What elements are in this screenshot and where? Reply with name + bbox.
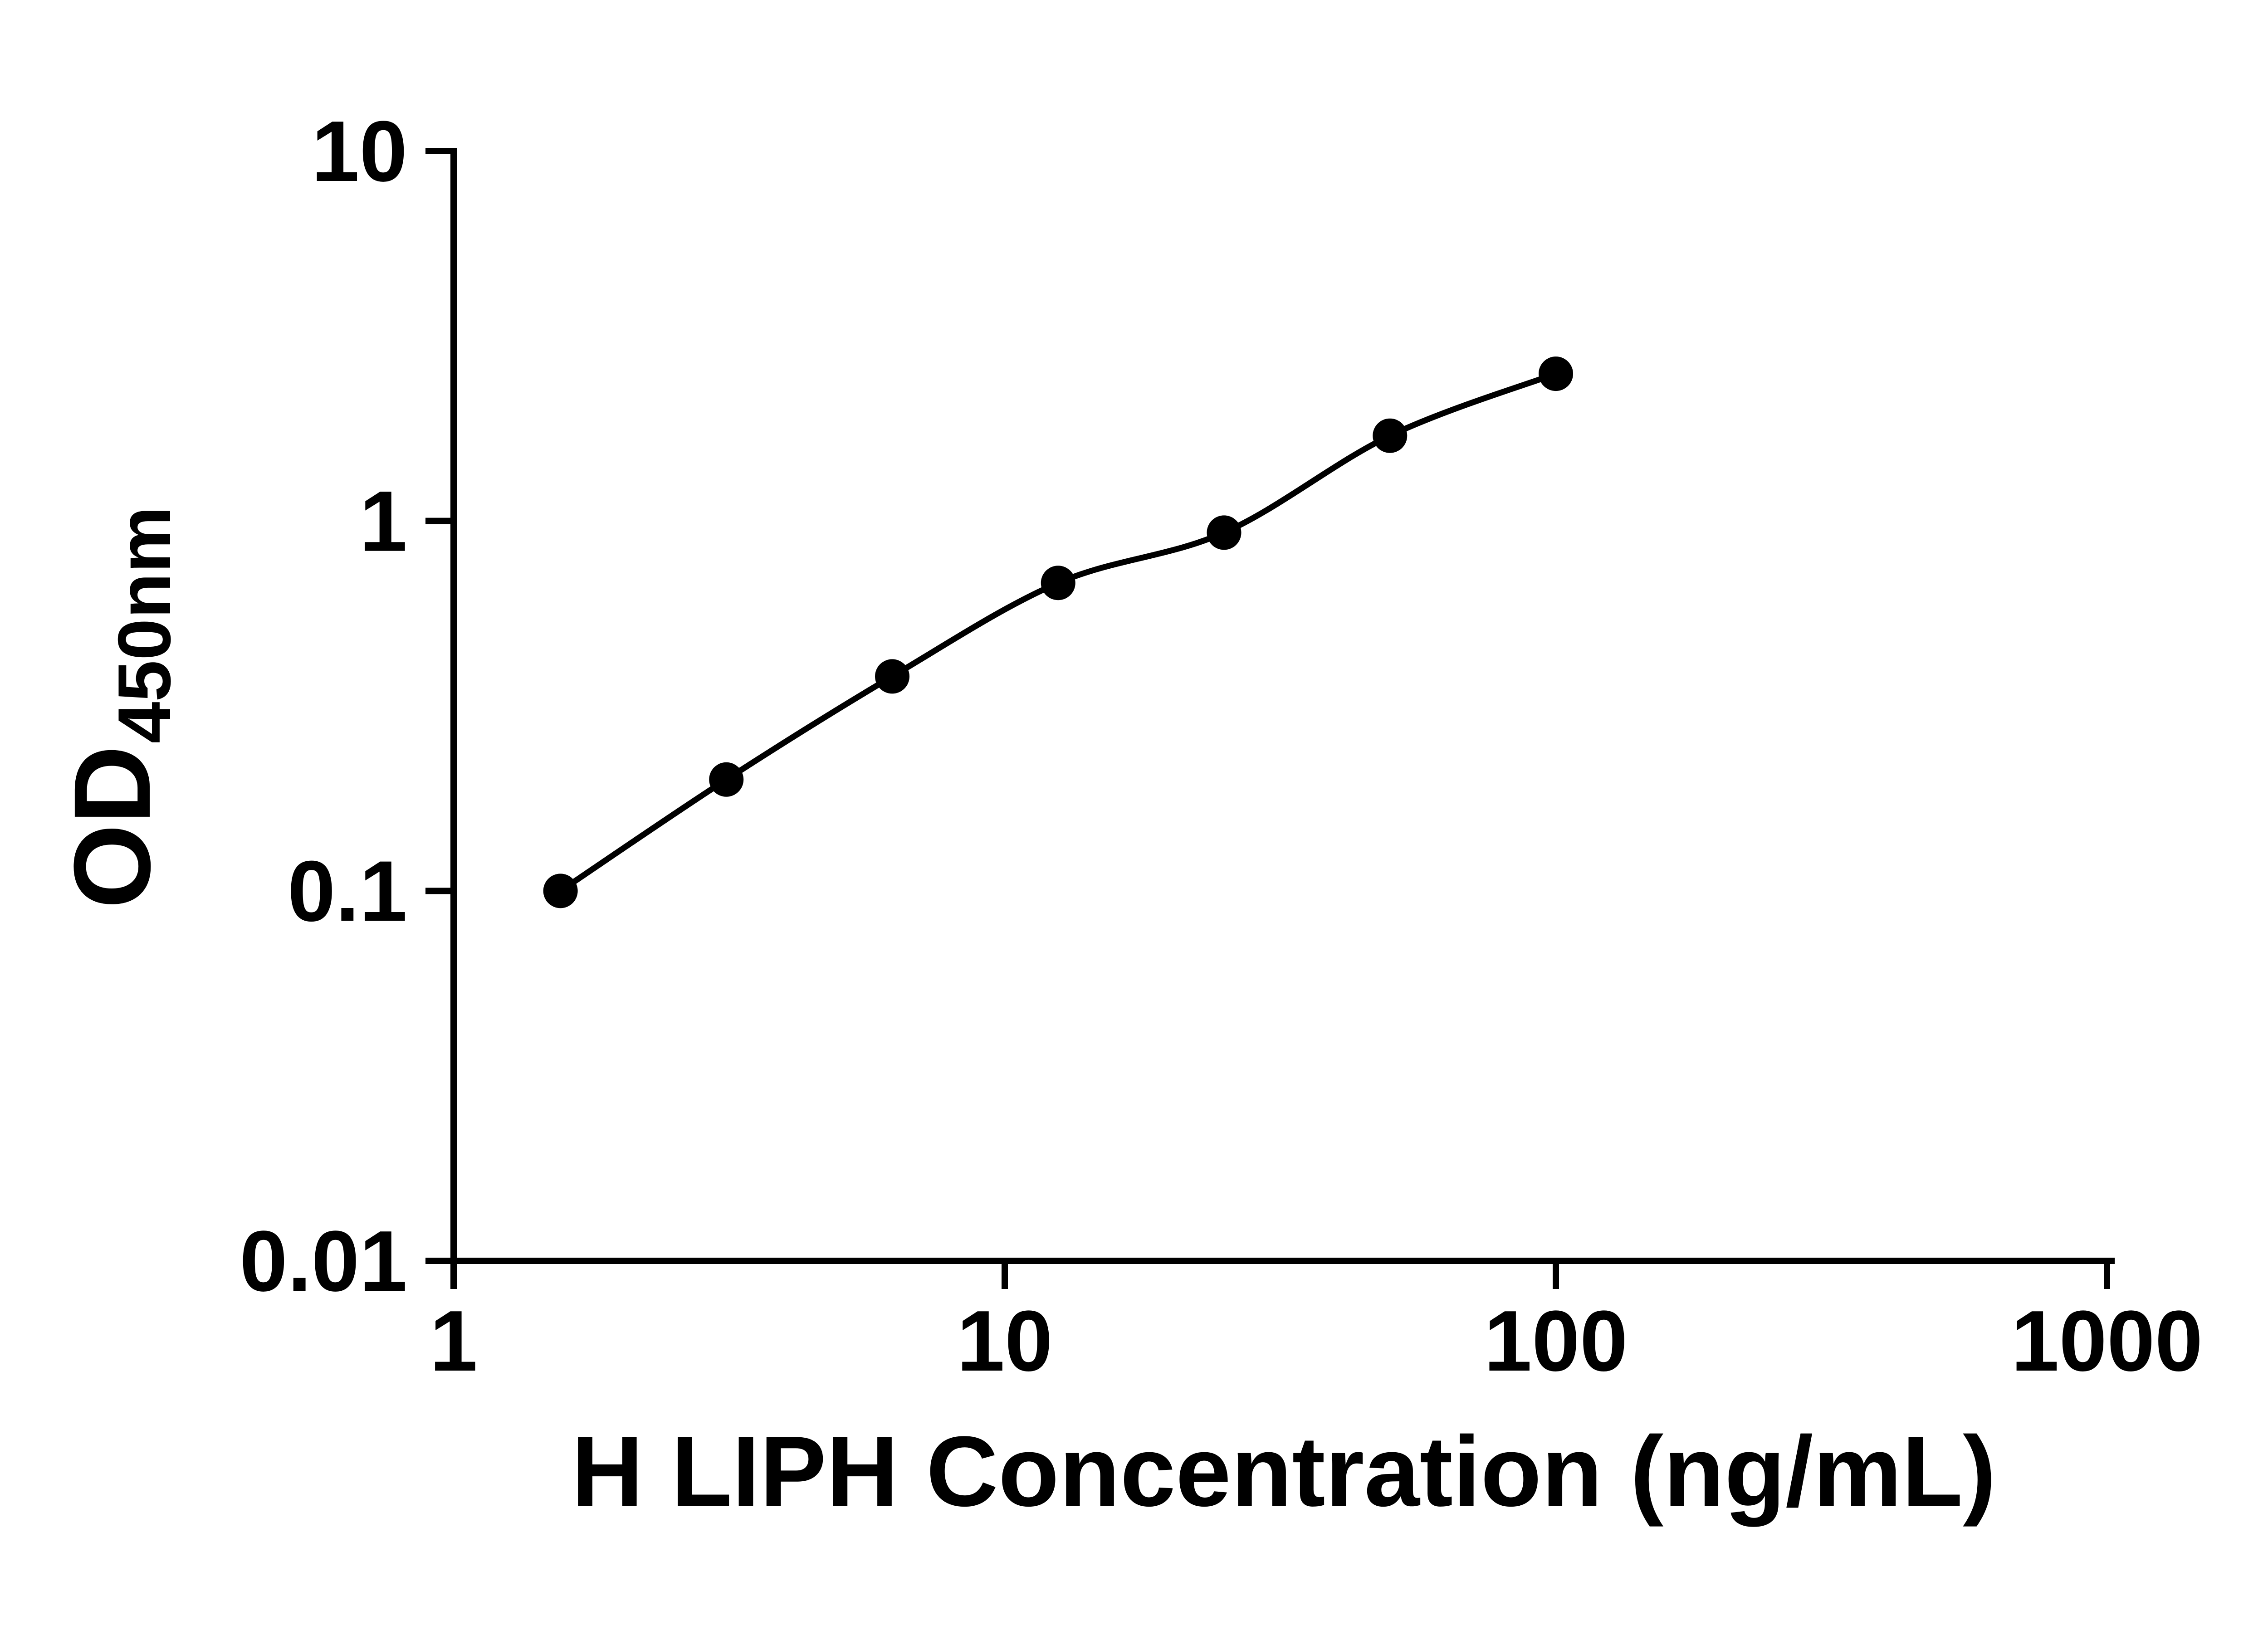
y-tick-label: 1 <box>359 473 407 570</box>
x-tick-label: 10 <box>957 1293 1052 1389</box>
data-point <box>1373 418 1408 453</box>
x-tick-label: 1000 <box>2011 1293 2203 1389</box>
x-tick-label: 100 <box>1484 1293 1628 1389</box>
y-axis-title: OD 450nm <box>51 506 186 908</box>
x-axis-title: H LIPH Concentration (ng/mL) <box>572 1415 1996 1527</box>
plot-area: 1 10 100 1000 0.01 0.1 1 10 <box>240 103 2203 1389</box>
axis-lines <box>450 148 2115 1264</box>
data-point <box>1041 566 1075 600</box>
x-tick-label: 1 <box>430 1293 478 1389</box>
y-axis-title-subscript: 450nm <box>103 506 186 743</box>
y-axis-title-main: OD <box>51 746 173 909</box>
y-tick-label: 0.01 <box>240 1213 407 1309</box>
data-point <box>1207 515 1242 550</box>
data-point <box>1539 356 1573 391</box>
y-tick-label: 0.1 <box>288 843 407 939</box>
fit-curve <box>559 371 1557 893</box>
data-point <box>543 874 578 908</box>
data-point <box>875 659 909 694</box>
y-tick-label: 10 <box>312 103 407 200</box>
data-point <box>709 762 744 797</box>
